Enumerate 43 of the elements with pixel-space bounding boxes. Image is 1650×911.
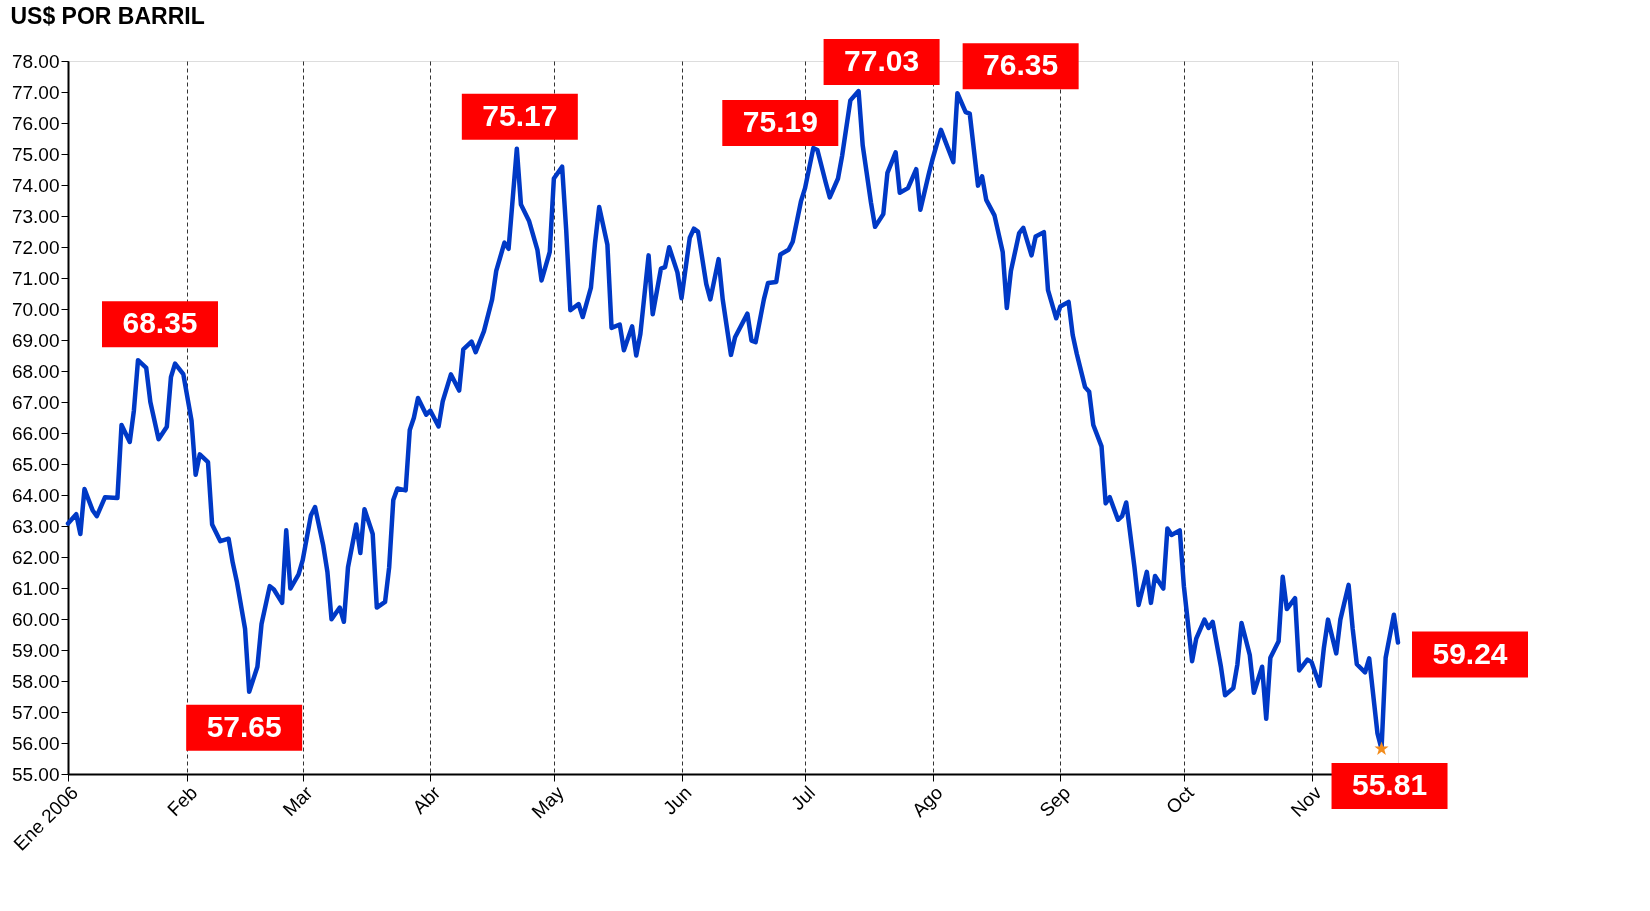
x-tick-label: Feb <box>163 782 202 821</box>
annotation: 76.35 <box>983 48 1059 82</box>
annotation: 68.35 <box>122 306 198 340</box>
x-tick-label: Jun <box>658 782 696 819</box>
annotation: 59.24 <box>1432 636 1508 670</box>
y-tick-label: 69.00 <box>11 329 60 351</box>
y-tick-label: 68.00 <box>11 360 60 382</box>
y-tick-label: 58.00 <box>11 670 60 692</box>
y-tick-label: 61.00 <box>11 577 60 599</box>
annotation: 57.65 <box>206 709 282 743</box>
y-tick-label: 77.00 <box>11 81 60 103</box>
y-tick-label: 59.00 <box>11 639 60 661</box>
y-tick-label: 76.00 <box>11 112 60 134</box>
y-tick-label: 57.00 <box>11 701 60 723</box>
y-tick-label: 78.00 <box>11 50 60 72</box>
y-tick-label: 70.00 <box>11 298 60 320</box>
annotation: 77.03 <box>844 44 920 78</box>
y-tick-label: 72.00 <box>11 236 60 258</box>
y-tick-label: 73.00 <box>11 205 60 227</box>
y-tick-label: 60.00 <box>11 608 60 630</box>
x-tick-label: Jul <box>786 782 819 815</box>
annotation: 75.19 <box>742 105 818 139</box>
annotation: 55.81 <box>1351 767 1428 801</box>
x-tick-label: May <box>527 781 569 823</box>
y-tick-label: 65.00 <box>11 453 60 475</box>
y-tick-label: 62.00 <box>11 546 60 568</box>
x-tick-label: Ago <box>907 782 947 821</box>
x-tick-label: Sep <box>1035 782 1075 821</box>
y-tick-label: 74.00 <box>11 174 60 196</box>
x-tick-label: Abr <box>408 781 445 818</box>
annotation: 75.17 <box>482 98 558 132</box>
chart-title: US$ POR BARRIL <box>10 3 205 30</box>
y-tick-label: 63.00 <box>11 515 60 537</box>
y-tick-label: 55.00 <box>11 763 60 785</box>
y-tick-label: 56.00 <box>11 732 60 754</box>
x-tick-label: Mar <box>278 781 318 821</box>
y-tick-label: 64.00 <box>11 484 60 506</box>
x-tick-label: Nov <box>1286 781 1326 821</box>
y-tick-label: 75.00 <box>11 143 60 165</box>
x-tick-label: Oct <box>1162 781 1199 818</box>
y-tick-label: 66.00 <box>11 422 60 444</box>
y-tick-label: 71.00 <box>11 267 60 289</box>
y-tick-label: 67.00 <box>11 391 60 413</box>
